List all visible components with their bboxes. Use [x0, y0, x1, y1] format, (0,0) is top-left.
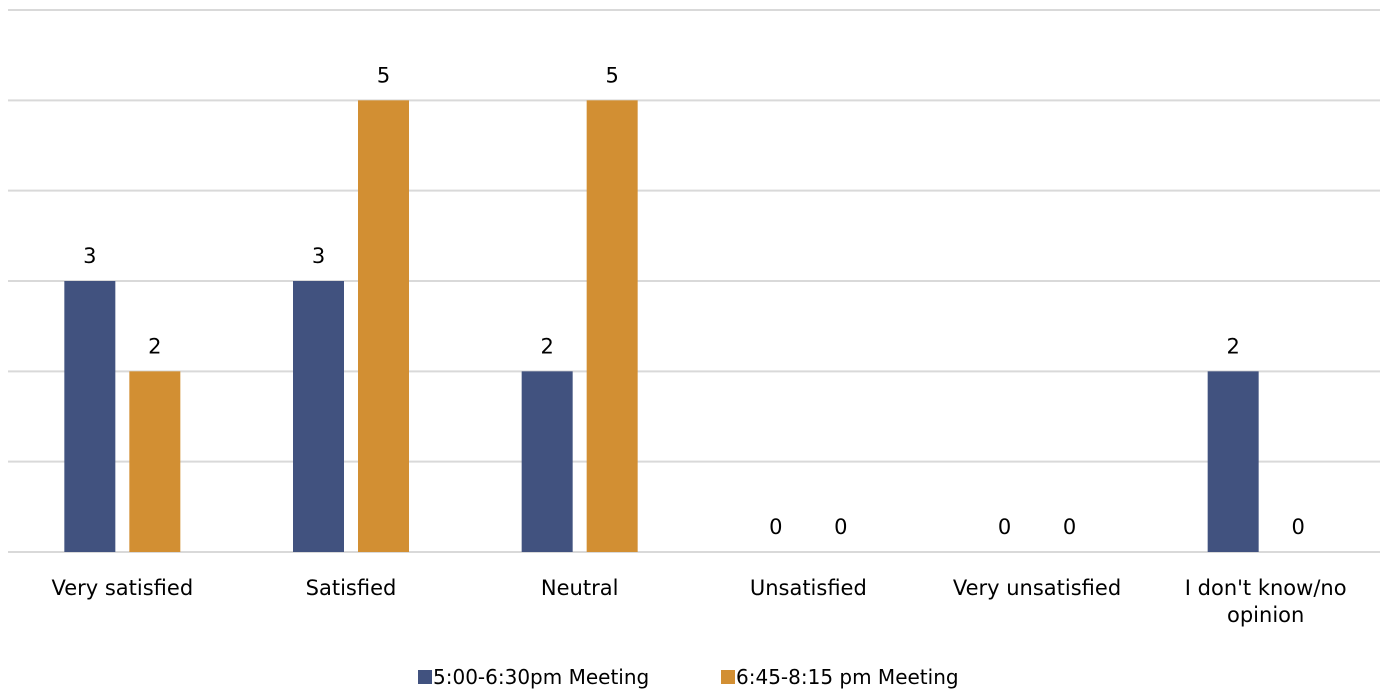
bar — [521, 371, 573, 552]
data-label: 3 — [312, 244, 325, 268]
bar — [586, 100, 638, 552]
legend-label: 6:45-8:15 pm Meeting — [736, 665, 959, 689]
data-label: 0 — [769, 515, 782, 539]
category-axis: Very satisfied Satisfied Neutral Unsatisfie… — [51, 576, 1346, 627]
bar — [1207, 371, 1259, 552]
category-label: Very satisfied — [51, 576, 193, 600]
category-label: Satisfied — [306, 576, 397, 600]
bars — [64, 100, 1259, 552]
data-labels: 3 2 3 5 2 5 0 0 0 0 2 0 — [83, 63, 1305, 539]
legend-item[interactable]: 5:00-6:30pm Meeting — [418, 665, 649, 689]
legend-swatch — [721, 670, 735, 684]
category-label: Very unsatisfied — [953, 576, 1121, 600]
data-label: 3 — [83, 244, 96, 268]
legend[interactable]: 5:00-6:30pm Meeting 6:45-8:15 pm Meeting — [418, 665, 959, 689]
data-label: 0 — [1291, 515, 1304, 539]
data-label: 0 — [834, 515, 847, 539]
bar — [358, 100, 409, 552]
legend-item[interactable]: 6:45-8:15 pm Meeting — [721, 665, 959, 689]
data-label: 0 — [1063, 515, 1076, 539]
legend-swatch — [418, 670, 432, 684]
data-label: 2 — [540, 334, 553, 358]
data-label: 2 — [1226, 334, 1239, 358]
data-label: 0 — [998, 515, 1011, 539]
gridlines — [8, 9, 1380, 553]
category-label: opinion — [1227, 603, 1304, 627]
data-label: 5 — [605, 63, 618, 87]
category-label: Unsatisfied — [750, 576, 867, 600]
data-label: 5 — [377, 63, 390, 87]
category-label: Neutral — [541, 576, 619, 600]
category-label: I don't know/no — [1185, 576, 1347, 600]
bar — [64, 281, 116, 552]
legend-label: 5:00-6:30pm Meeting — [433, 665, 649, 689]
bar — [293, 281, 344, 552]
data-label: 2 — [148, 334, 161, 358]
bar — [129, 371, 181, 552]
